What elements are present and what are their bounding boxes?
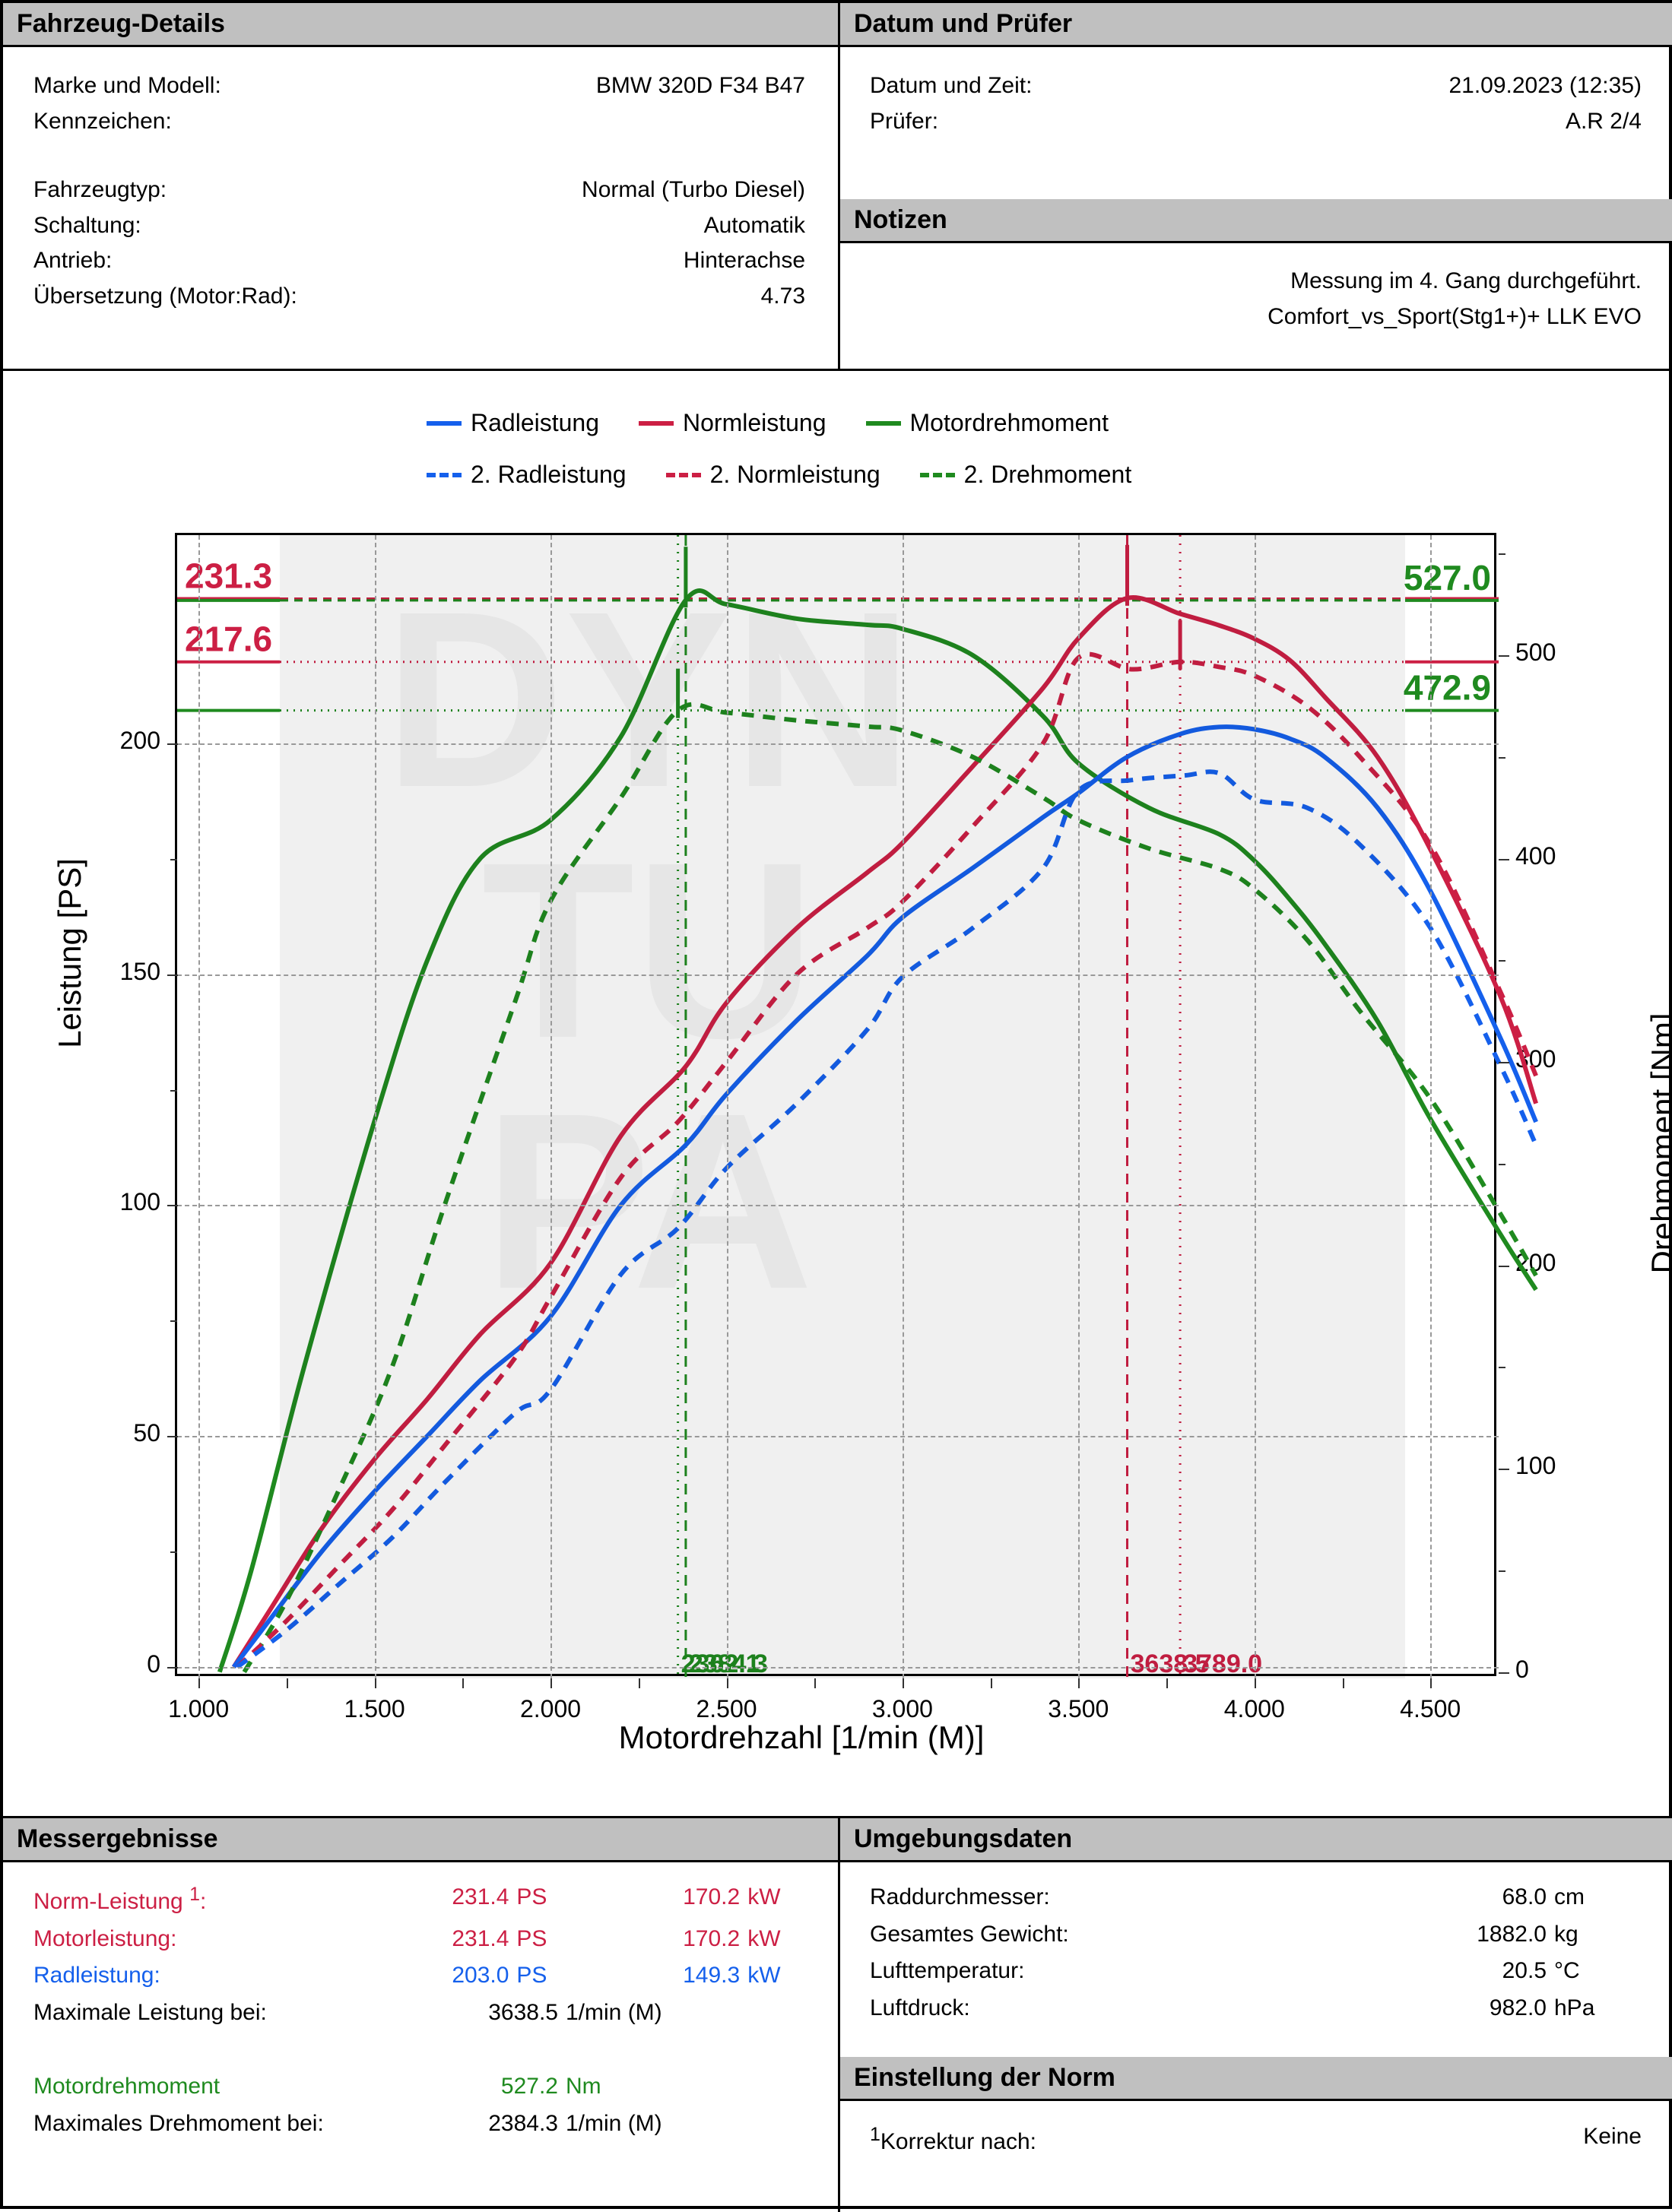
svg-text:472.9: 472.9 — [1404, 668, 1491, 708]
svg-text:527.0: 527.0 — [1404, 558, 1491, 597]
